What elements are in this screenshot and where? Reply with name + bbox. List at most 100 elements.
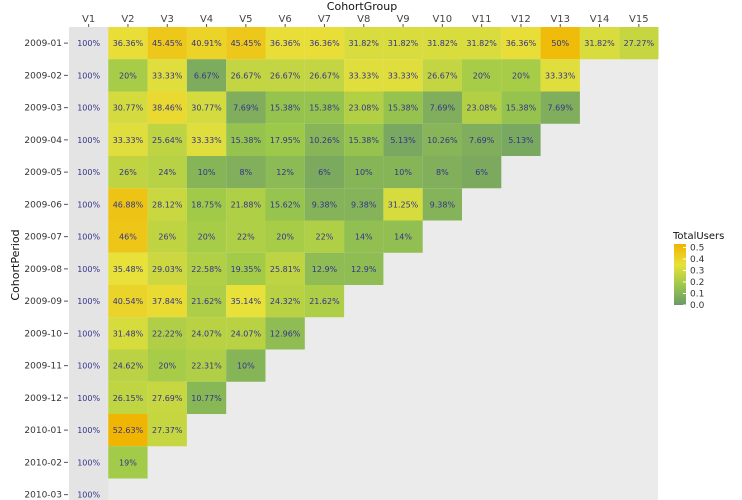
cell-value-label: 46% <box>119 233 137 242</box>
legend-title: TotalUsers <box>672 231 724 242</box>
heatmap-cell <box>422 188 462 221</box>
heatmap-cell <box>147 123 187 156</box>
heatmap-cell <box>265 27 305 60</box>
heatmap-cell <box>540 27 580 60</box>
cell-value-label: 36.36% <box>270 39 301 48</box>
heatmap-cell <box>147 349 187 382</box>
cell-value-label: 100% <box>77 329 100 338</box>
heatmap-cell <box>69 27 109 60</box>
cell-value-label: 15.38% <box>388 104 419 113</box>
heatmap-cell <box>304 59 345 92</box>
heatmap-cell <box>69 285 109 318</box>
y-tick-label: 2009-09 <box>24 297 62 307</box>
cell-value-label: 33.33% <box>348 71 379 80</box>
cell-value-label: 23.08% <box>348 104 379 113</box>
heatmap-cell <box>147 59 187 92</box>
cell-value-label: 35.48% <box>113 265 144 274</box>
heatmap-cell <box>383 91 423 124</box>
cell-value-label: 46.88% <box>113 200 144 209</box>
heatmap-cell <box>69 478 109 500</box>
x-tick-label: V2 <box>121 14 134 25</box>
heatmap-cell <box>69 446 109 479</box>
heatmap-cell <box>462 91 502 124</box>
cell-value-label: 24.62% <box>113 362 144 371</box>
heatmap-cell <box>69 123 109 156</box>
heatmap-cell <box>108 414 148 447</box>
heatmap-cell <box>344 123 384 156</box>
cell-value-label: 45.45% <box>231 39 262 48</box>
heatmap-cell <box>579 27 620 60</box>
cell-value-label: 7.69% <box>233 104 259 113</box>
heatmap-cell <box>383 188 423 221</box>
heatmap-cell <box>383 27 423 60</box>
heatmap-cell <box>108 252 148 285</box>
cell-value-label: 37.84% <box>152 297 183 306</box>
cell-value-label: 10% <box>198 168 216 177</box>
cell-value-label: 20% <box>198 233 216 242</box>
y-tick-label: 2009-02 <box>24 71 62 81</box>
cell-value-label: 26% <box>158 233 176 242</box>
cell-value-label: 27.37% <box>152 426 183 435</box>
heatmap-cell <box>147 91 187 124</box>
cell-value-label: 23.08% <box>466 104 497 113</box>
cell-value-label: 38.46% <box>152 104 183 113</box>
y-tick-label: 2009-11 <box>24 362 62 372</box>
x-tick-label: V6 <box>279 14 292 25</box>
heatmap-cell <box>186 156 227 189</box>
cell-value-label: 5.13% <box>390 136 416 145</box>
cell-value-label: 19.35% <box>231 265 262 274</box>
cell-value-label: 40.91% <box>191 39 222 48</box>
cell-value-label: 100% <box>77 491 100 500</box>
cell-value-label: 9.38% <box>430 200 456 209</box>
cell-value-label: 22% <box>316 233 334 242</box>
heatmap-cell <box>186 59 227 92</box>
cell-value-label: 19% <box>119 458 137 467</box>
heatmap-cell <box>265 220 305 253</box>
cell-value-label: 22% <box>237 233 255 242</box>
cell-value-label: 30.77% <box>113 104 144 113</box>
legend-tick-label: 0.0 <box>690 301 705 311</box>
heatmap-cell <box>344 156 384 189</box>
heatmap-cell <box>501 91 541 124</box>
heatmap-cell <box>344 252 384 285</box>
x-tick-label: V7 <box>318 14 331 25</box>
heatmap-cell <box>226 123 266 156</box>
heatmap-cell <box>501 123 541 156</box>
y-tick-label: 2009-10 <box>24 329 62 339</box>
heatmap-cell <box>265 123 305 156</box>
y-tick-label: 2009-01 <box>24 39 62 49</box>
heatmap-cell <box>265 156 305 189</box>
heatmap-cell <box>69 317 109 350</box>
cell-value-label: 20% <box>473 71 491 80</box>
heatmap-cell <box>265 59 305 92</box>
cell-value-label: 100% <box>77 39 100 48</box>
y-tick-label: 2009-03 <box>24 104 62 114</box>
cell-value-label: 14% <box>355 233 373 242</box>
heatmap-cell <box>501 27 541 60</box>
heatmap-cell <box>69 156 109 189</box>
cell-value-label: 100% <box>77 136 100 145</box>
heatmap-cell <box>226 59 266 92</box>
x-tick-label: V1 <box>82 14 95 25</box>
legend-tick-label: 0.4 <box>690 255 705 265</box>
y-tick-label: 2009-07 <box>24 233 62 243</box>
heatmap-cell <box>422 156 462 189</box>
cell-value-label: 45.45% <box>152 39 183 48</box>
cell-value-label: 15.38% <box>270 104 301 113</box>
cell-value-label: 100% <box>77 200 100 209</box>
heatmap-cell <box>69 414 109 447</box>
cell-value-label: 18.75% <box>191 200 222 209</box>
cell-value-label: 10% <box>237 362 255 371</box>
heatmap-cell <box>462 59 502 92</box>
x-tick-label: V8 <box>357 14 370 25</box>
cell-value-label: 31.82% <box>427 39 458 48</box>
heatmap-cell <box>226 220 266 253</box>
cell-value-label: 9.38% <box>351 200 377 209</box>
cell-value-label: 15.38% <box>309 104 340 113</box>
cell-value-label: 10.77% <box>191 394 222 403</box>
cell-value-label: 26.67% <box>309 71 340 80</box>
cell-value-label: 6% <box>475 168 488 177</box>
heatmap-cell <box>186 252 227 285</box>
heatmap-cell <box>108 156 148 189</box>
y-tick-label: 2009-06 <box>24 200 62 210</box>
